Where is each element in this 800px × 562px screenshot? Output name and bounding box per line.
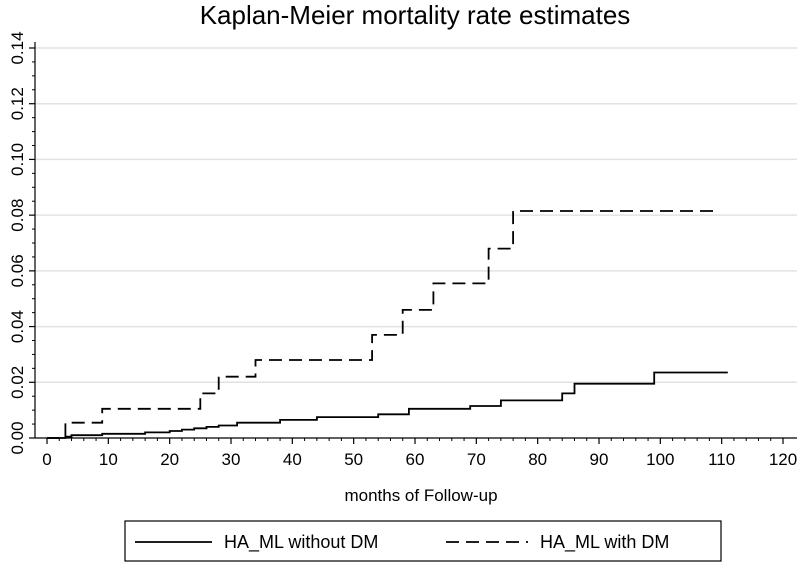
chart-title: Kaplan-Meier mortality rate estimates (200, 0, 631, 30)
y-tick-label: 0.00 (8, 421, 27, 454)
x-tick-label: 90 (590, 450, 609, 469)
gridlines (35, 47, 797, 384)
y-tick-label: 0.14 (8, 31, 27, 64)
x-tick-label: 120 (769, 450, 797, 469)
y-tick-label: 0.02 (8, 366, 27, 399)
x-tick-label: 110 (708, 450, 735, 469)
x-tick-label: 50 (344, 450, 363, 469)
series-line-with-dm (47, 210, 716, 439)
y-axis: 0.00 0.02 0.04 0.06 0.08 0.10 0.12 0.14 (8, 31, 36, 455)
x-tick-label: 20 (160, 450, 179, 469)
y-tick-label: 0.10 (8, 143, 27, 176)
x-tick-label: 10 (99, 450, 118, 469)
x-tick-label: 40 (283, 450, 302, 469)
legend-label: HA_ML with DM (540, 532, 669, 553)
legend-label: HA_ML without DM (224, 532, 378, 553)
x-tick-label: 60 (406, 450, 425, 469)
y-tick-label: 0.06 (8, 254, 27, 287)
x-axis-title: months of Follow-up (344, 486, 497, 505)
legend: HA_ML without DM HA_ML with DM (124, 520, 722, 562)
y-tick-label: 0.12 (8, 87, 27, 120)
x-tick-label: 0 (42, 450, 51, 469)
legend-box (124, 520, 722, 562)
y-tick-label: 0.08 (8, 199, 27, 232)
x-axis: 0 10 20 30 40 50 60 70 80 90 100 110 120 (35, 437, 797, 469)
x-tick-label: 100 (646, 450, 674, 469)
series-line-without-dm (47, 371, 728, 439)
y-tick-label: 0.04 (8, 310, 27, 343)
x-tick-label: 30 (222, 450, 241, 469)
x-tick-label: 80 (528, 450, 547, 469)
x-tick-label: 70 (467, 450, 486, 469)
series-group (47, 210, 728, 439)
